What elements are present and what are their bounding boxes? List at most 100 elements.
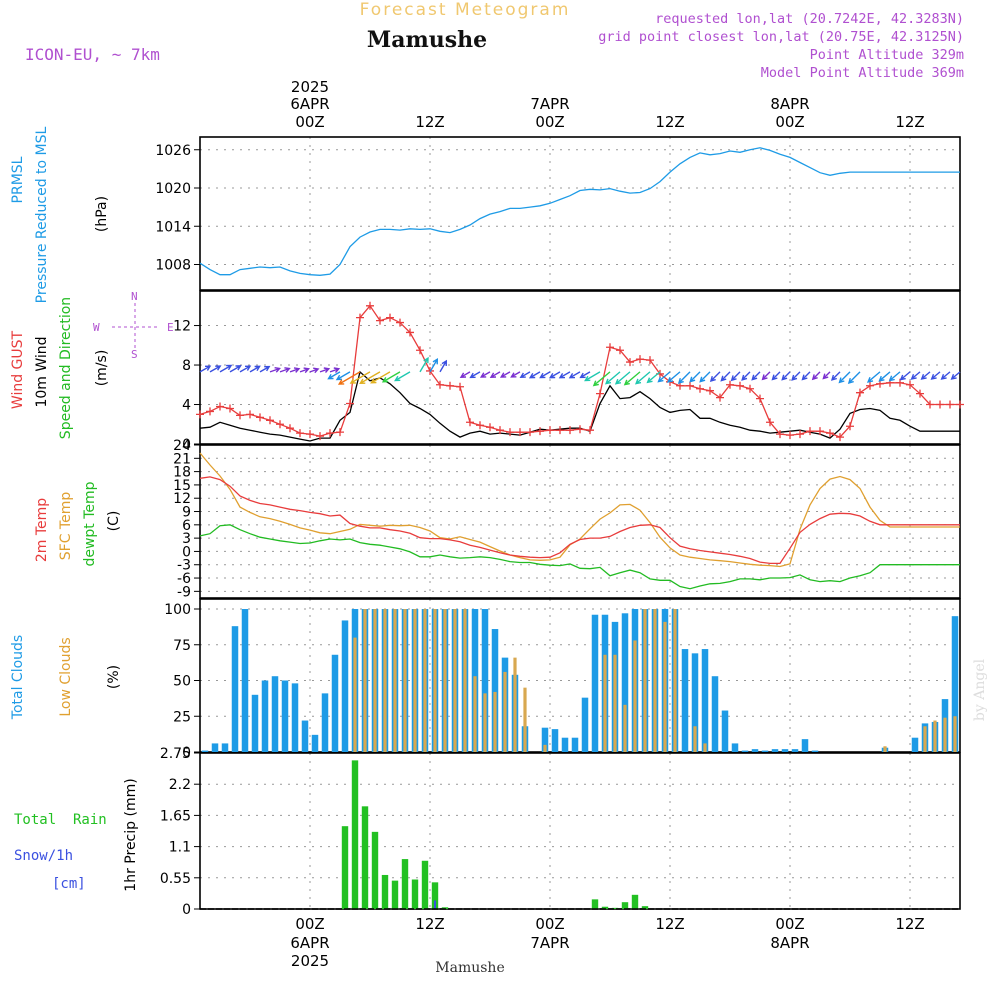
gust-marker xyxy=(696,384,704,393)
gust-marker xyxy=(946,400,954,409)
gust-marker xyxy=(216,402,224,411)
total-cloud-bar xyxy=(271,676,279,752)
total-cloud-bar xyxy=(551,729,559,752)
cloud-frame xyxy=(199,598,961,753)
top-z-label: 12Z xyxy=(895,113,924,131)
total-cloud-bar xyxy=(231,626,239,752)
bottom-z-label: 12Z xyxy=(895,915,924,933)
gust-marker xyxy=(756,394,764,403)
cloud-ytick-label: 100 xyxy=(164,602,191,618)
wind-direction-arrow xyxy=(219,364,233,373)
wind-direction-arrow xyxy=(327,371,341,380)
gust-marker xyxy=(646,356,654,365)
gust-marker xyxy=(506,428,514,437)
temp-ytick-label: 0 xyxy=(182,544,191,560)
wind-direction-arrow xyxy=(548,371,561,379)
wind-direction-arrow xyxy=(419,356,429,373)
wind-direction-arrow xyxy=(309,367,320,374)
pressure-ytick-label: 1026 xyxy=(155,143,191,159)
temp-label-2m: 2m Temp xyxy=(34,498,50,562)
gust-marker xyxy=(526,428,534,437)
wind-ytick-label: 4 xyxy=(182,398,191,414)
low-cloud-bar xyxy=(503,671,507,752)
low-cloud-bar xyxy=(603,654,607,752)
wind-direction-arrow xyxy=(657,371,671,383)
wind-direction-arrow xyxy=(878,371,891,382)
rain-bar xyxy=(351,760,359,909)
cloud-ytick-label: 50 xyxy=(173,674,191,690)
low-cloud-bar xyxy=(623,704,627,752)
total-cloud-bar xyxy=(211,743,219,752)
wind-direction-arrow xyxy=(489,371,501,378)
total-cloud-bar xyxy=(301,720,309,752)
low-cloud-bar xyxy=(643,609,647,752)
wind-direction-arrow xyxy=(730,371,741,382)
wind-direction-arrow xyxy=(299,367,310,374)
compass-s: S xyxy=(131,348,138,361)
precip-label-snow: Snow/1h xyxy=(14,848,73,864)
wind-direction-arrow xyxy=(584,371,601,382)
temp-ytick-label: 3 xyxy=(182,531,191,547)
total-cloud-bar xyxy=(681,649,689,752)
low-cloud-bar xyxy=(663,621,667,752)
low-cloud-bar xyxy=(363,609,367,752)
rain-bar xyxy=(641,906,649,909)
low-cloud-bar xyxy=(923,726,927,752)
cloud-panel: 0 25 50 75 100 xyxy=(164,598,961,761)
low-cloud-bar xyxy=(473,676,477,752)
wind-ytick-label: 12 xyxy=(173,319,191,335)
precip-panel: 0 0.55 1.1 1.65 2.2 2.75 xyxy=(160,746,961,918)
total-cloud-bar xyxy=(591,614,599,752)
compass-n: N xyxy=(131,290,138,303)
wind-direction-arrow xyxy=(811,371,821,381)
cloud-label-total: Total Clouds xyxy=(10,635,26,720)
wind-direction-arrow xyxy=(822,371,831,380)
bottom-z-label: 00Z xyxy=(535,915,564,933)
bottom-z-label: 12Z xyxy=(655,915,684,933)
temp-frame xyxy=(199,444,961,599)
gust-marker xyxy=(556,426,564,435)
top-year: 2025 xyxy=(291,78,329,96)
total-cloud-bar xyxy=(291,683,299,752)
wind-direction-arrow xyxy=(319,367,331,373)
wind-ytick-label: 8 xyxy=(182,358,191,374)
wind-direction-arrow xyxy=(519,371,531,379)
low-cloud-bar xyxy=(393,609,397,752)
wind-direction-arrow xyxy=(910,371,921,380)
low-cloud-bar xyxy=(933,720,937,752)
rain-bar xyxy=(441,907,449,909)
bottom-year: 2025 xyxy=(291,952,329,970)
precip-label-cm: [cm] xyxy=(52,876,86,892)
total-cloud-bar xyxy=(791,749,799,752)
top-z-label: 12Z xyxy=(415,113,444,131)
rain-bar xyxy=(421,860,429,909)
sfc-temp-line xyxy=(199,452,960,568)
gust-marker xyxy=(346,399,354,408)
bottom-location: Mamushe xyxy=(435,960,504,976)
rain-bar xyxy=(431,882,439,909)
wind-unit: (m/s) xyxy=(94,350,110,387)
low-cloud-bar xyxy=(423,609,427,752)
wind-direction-arrow xyxy=(528,371,541,379)
gust-marker xyxy=(796,430,804,439)
rain-bar xyxy=(371,831,379,909)
bottom-date-label: 8APR xyxy=(770,934,809,952)
gust-marker xyxy=(726,380,734,389)
model-label: ICON-EU, ~ 7km xyxy=(25,45,160,64)
gust-marker xyxy=(446,381,454,390)
gust-marker xyxy=(936,400,944,409)
rain-bar xyxy=(591,899,599,909)
wind-direction-arrow xyxy=(720,371,731,382)
rain-bar xyxy=(361,806,369,909)
gust-marker xyxy=(356,313,364,322)
cloud-unit: (%) xyxy=(106,665,122,689)
wind-label-10m: 10m Wind xyxy=(34,336,50,407)
gust-marker xyxy=(606,343,614,352)
gust-marker xyxy=(386,313,394,322)
top-date-label: 6APR xyxy=(290,95,329,113)
gust-marker xyxy=(316,432,324,441)
low-cloud-bar xyxy=(433,609,437,752)
cloud-label-low: Low Clouds xyxy=(58,637,74,716)
